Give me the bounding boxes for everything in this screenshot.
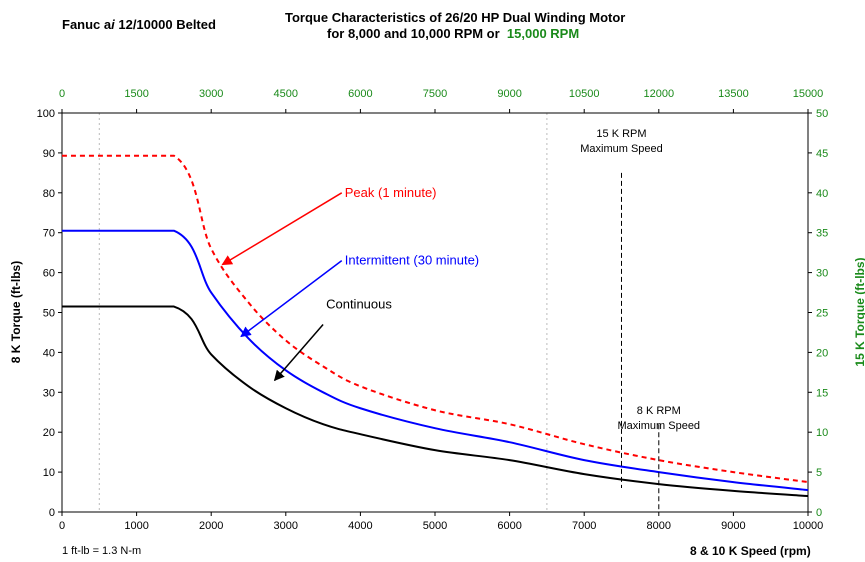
y-tick-label: 0 <box>49 507 55 519</box>
y2-tick-label: 10 <box>816 427 828 439</box>
annotation-arrow <box>221 192 343 266</box>
max-speed-marker-sublabel: Maximum Speed <box>580 143 663 155</box>
y2-tick-label: 30 <box>816 268 828 280</box>
y2-tick-label: 25 <box>816 308 828 320</box>
series-line-peak-minute <box>62 154 809 484</box>
x-tick-label: 9000 <box>721 520 745 532</box>
x-tick-label: 6000 <box>497 520 521 532</box>
x-tick-label: 4000 <box>348 520 372 532</box>
y2-tick-label: 20 <box>816 347 828 359</box>
conversion-note: 1 ft-lb = 1.3 N-m <box>62 545 142 557</box>
x-axis-label: 8 & 10 K Speed (rpm) <box>690 544 811 558</box>
x-tick-label: 3000 <box>274 520 298 532</box>
y-tick-label: 90 <box>43 148 55 160</box>
chart-title-line2: for 8,000 and 10,000 RPM or 15,000 RPM <box>327 26 580 41</box>
x2-tick-label: 1500 <box>124 88 148 100</box>
x-tick-label: 7000 <box>572 520 596 532</box>
y-axis-label: 8 K Torque (ft-lbs) <box>9 260 23 364</box>
y2-tick-label: 35 <box>816 228 828 240</box>
x2-tick-label: 9000 <box>497 88 521 100</box>
y2-tick-label: 15 <box>816 387 828 399</box>
y2-tick-label: 45 <box>816 148 828 160</box>
x2-tick-label: 10500 <box>569 88 600 100</box>
x-tick-label: 5000 <box>423 520 447 532</box>
chart-title-line1: Torque Characteristics of 26/20 HP Dual … <box>285 10 626 25</box>
x-tick-label: 10000 <box>793 520 824 532</box>
x-tick-label: 2000 <box>199 520 223 532</box>
x2-tick-label: 3000 <box>199 88 223 100</box>
y2-tick-label: 0 <box>816 507 822 519</box>
motor-model: Fanuc ai 12/10000 Belted <box>62 17 216 32</box>
x2-tick-label: 0 <box>59 88 65 100</box>
y-tick-label: 60 <box>43 268 55 280</box>
annotation-label: Intermittent (30 minute) <box>345 253 479 268</box>
annotation-label: Continuous <box>326 297 392 312</box>
annotation-arrow <box>240 260 343 338</box>
y-tick-label: 30 <box>43 387 55 399</box>
series-line-intermittent-minute <box>61 229 809 492</box>
y-tick-label: 100 <box>37 108 55 120</box>
x2-tick-label: 6000 <box>348 88 372 100</box>
max-speed-marker-sublabel: Maximum Speed <box>618 420 701 432</box>
y-tick-label: 80 <box>43 188 55 200</box>
y2-axis-label: 15 K Torque (ft-lbs) <box>853 257 865 367</box>
plot-frame <box>61 112 809 513</box>
y-tick-label: 50 <box>43 308 55 320</box>
x-tick-label: 8000 <box>647 520 671 532</box>
x-tick-label: 0 <box>59 520 65 532</box>
y-tick-label: 70 <box>43 228 55 240</box>
max-speed-marker-label: 15 K RPM <box>596 128 646 140</box>
x2-tick-label: 15000 <box>793 88 824 100</box>
y2-tick-label: 50 <box>816 108 828 120</box>
y2-tick-label: 5 <box>816 467 822 479</box>
series-line-continuous <box>62 305 809 498</box>
y-tick-label: 20 <box>43 427 55 439</box>
x2-tick-label: 7500 <box>423 88 447 100</box>
x2-tick-label: 12000 <box>644 88 675 100</box>
y-tick-label: 10 <box>43 467 55 479</box>
annotation-label: Peak (1 minute) <box>345 185 437 200</box>
y-tick-label: 40 <box>43 347 55 359</box>
x2-tick-label: 13500 <box>718 88 749 100</box>
x-tick-label: 1000 <box>124 520 148 532</box>
annotation-arrow <box>273 323 324 382</box>
max-speed-marker-label: 8 K RPM <box>637 405 681 417</box>
x2-tick-label: 4500 <box>274 88 298 100</box>
y2-tick-label: 40 <box>816 188 828 200</box>
